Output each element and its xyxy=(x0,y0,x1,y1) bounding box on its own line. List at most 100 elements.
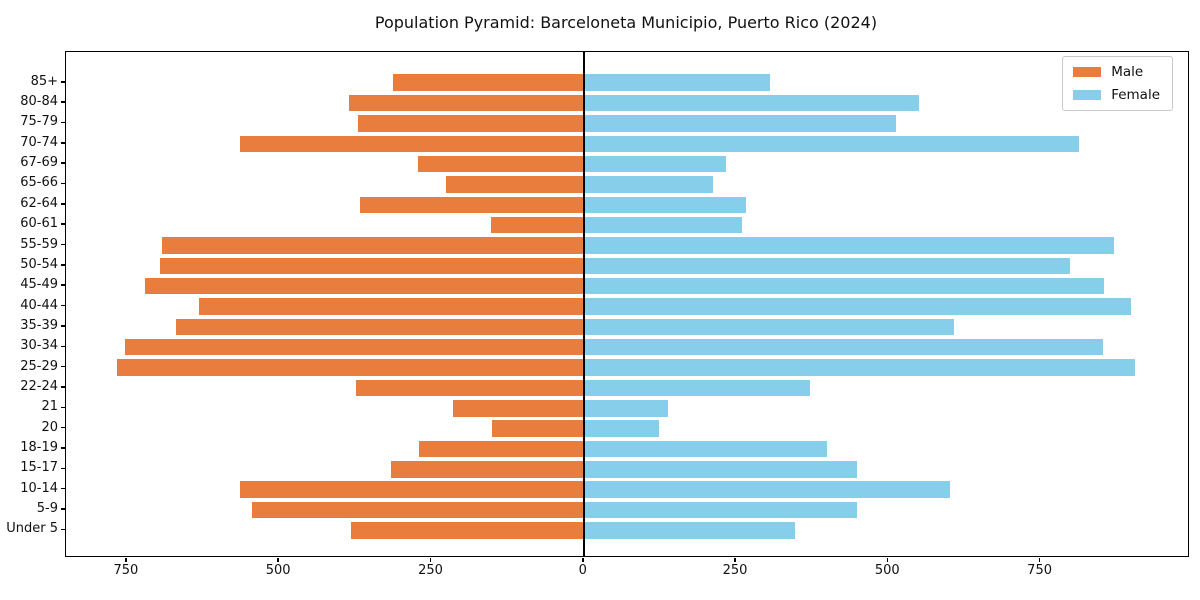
female-bar xyxy=(583,522,796,539)
female-bar xyxy=(583,420,660,437)
female-bar xyxy=(583,74,770,91)
plot-area xyxy=(65,51,1189,557)
male-bar xyxy=(175,318,584,336)
female-bar xyxy=(583,176,714,193)
y-tick-label: 85+ xyxy=(30,73,58,89)
female-bar xyxy=(583,298,1131,315)
legend-entry-female: Female xyxy=(1073,87,1160,103)
x-tick-mark xyxy=(582,558,584,562)
female-bar xyxy=(583,318,955,336)
male-bar xyxy=(199,298,584,315)
male-bar xyxy=(490,216,584,234)
male-bar xyxy=(145,277,584,295)
male-bar xyxy=(359,196,584,214)
y-tick-mark xyxy=(60,81,65,83)
male-bar xyxy=(239,135,584,153)
y-tick-label: 70-74 xyxy=(20,134,58,150)
female-bar xyxy=(583,94,919,112)
y-tick-label: Under 5 xyxy=(6,521,58,537)
y-tick-label: 45-49 xyxy=(20,277,58,293)
y-tick-label: 5-9 xyxy=(36,501,58,517)
male-bar xyxy=(117,359,584,376)
y-tick-mark xyxy=(60,508,65,510)
female-bar xyxy=(583,440,827,458)
x-tick-mark xyxy=(734,558,736,562)
female-bar xyxy=(583,359,1136,376)
y-tick-label: 10-14 xyxy=(20,480,58,496)
y-tick-mark xyxy=(60,121,65,124)
y-tick-label: 40-44 xyxy=(20,297,58,313)
y-tick-mark xyxy=(60,101,65,103)
male-bar xyxy=(491,420,584,437)
legend-male-swatch xyxy=(1073,67,1102,77)
y-tick-mark xyxy=(60,243,65,246)
male-bar xyxy=(348,94,584,112)
x-tick-mark xyxy=(429,558,432,562)
y-tick-mark xyxy=(60,386,65,388)
x-tick-mark xyxy=(886,558,889,562)
legend-entry-male: Male xyxy=(1073,64,1160,80)
zero-axis-line xyxy=(582,52,585,556)
y-tick-mark xyxy=(60,304,65,307)
female-bar xyxy=(583,196,746,214)
male-bar xyxy=(252,501,584,519)
female-bar xyxy=(583,237,1115,254)
y-tick-label: 75-79 xyxy=(20,114,58,130)
female-bar xyxy=(583,461,857,478)
y-tick-mark xyxy=(60,223,65,225)
x-tick-label: 500 xyxy=(874,563,900,578)
male-bar xyxy=(239,481,584,498)
y-tick-mark xyxy=(60,447,65,449)
y-tick-mark xyxy=(60,487,65,490)
male-bar xyxy=(392,74,584,91)
x-tick-label: 750 xyxy=(1027,563,1052,578)
y-tick-label: 55-59 xyxy=(20,236,58,252)
y-tick-label: 35-39 xyxy=(20,317,58,333)
legend: Male Female xyxy=(1062,56,1173,111)
male-bar xyxy=(419,440,584,458)
male-bar xyxy=(446,176,584,193)
x-tick-label: 750 xyxy=(113,563,139,578)
x-tick-mark xyxy=(277,558,279,562)
x-tick-label: 250 xyxy=(722,563,748,578)
y-tick-mark xyxy=(60,264,65,266)
y-tick-label: 20 xyxy=(41,419,58,435)
y-tick-mark xyxy=(60,162,65,164)
x-tick-label: 500 xyxy=(265,563,291,578)
y-tick-label: 22-24 xyxy=(20,378,58,394)
female-bar xyxy=(583,338,1104,356)
female-bar xyxy=(583,501,858,519)
male-bar xyxy=(390,461,584,478)
male-bar xyxy=(453,400,584,417)
male-bar xyxy=(357,115,584,132)
female-bar xyxy=(583,481,950,498)
x-tick-label: 0 xyxy=(578,563,587,578)
y-tick-label: 21 xyxy=(41,399,58,415)
y-tick-label: 60-61 xyxy=(20,216,58,232)
y-tick-label: 25-29 xyxy=(20,358,58,374)
y-tick-label: 65-66 xyxy=(20,175,58,191)
y-tick-label: 18-19 xyxy=(20,440,58,455)
male-bar xyxy=(125,338,584,356)
female-bar xyxy=(583,216,742,234)
female-bar xyxy=(583,115,897,132)
y-tick-mark xyxy=(60,284,65,286)
male-bar xyxy=(355,379,584,397)
female-bar xyxy=(583,135,1079,153)
y-tick-label: 67-69 xyxy=(20,155,58,171)
male-bar xyxy=(160,257,584,275)
y-tick-mark xyxy=(60,345,65,347)
y-tick-mark xyxy=(60,528,65,531)
female-bar xyxy=(583,400,668,417)
y-tick-label: 30-34 xyxy=(20,338,58,354)
y-tick-label: 15-17 xyxy=(20,460,58,476)
male-bar xyxy=(418,155,584,173)
x-tick-label: 250 xyxy=(418,563,443,578)
female-bar xyxy=(583,277,1104,295)
y-tick-label: 50-54 xyxy=(20,256,58,272)
y-tick-mark xyxy=(60,182,65,185)
y-tick-mark xyxy=(60,203,65,205)
x-tick-mark xyxy=(125,558,127,562)
x-tick-mark xyxy=(1038,558,1041,562)
